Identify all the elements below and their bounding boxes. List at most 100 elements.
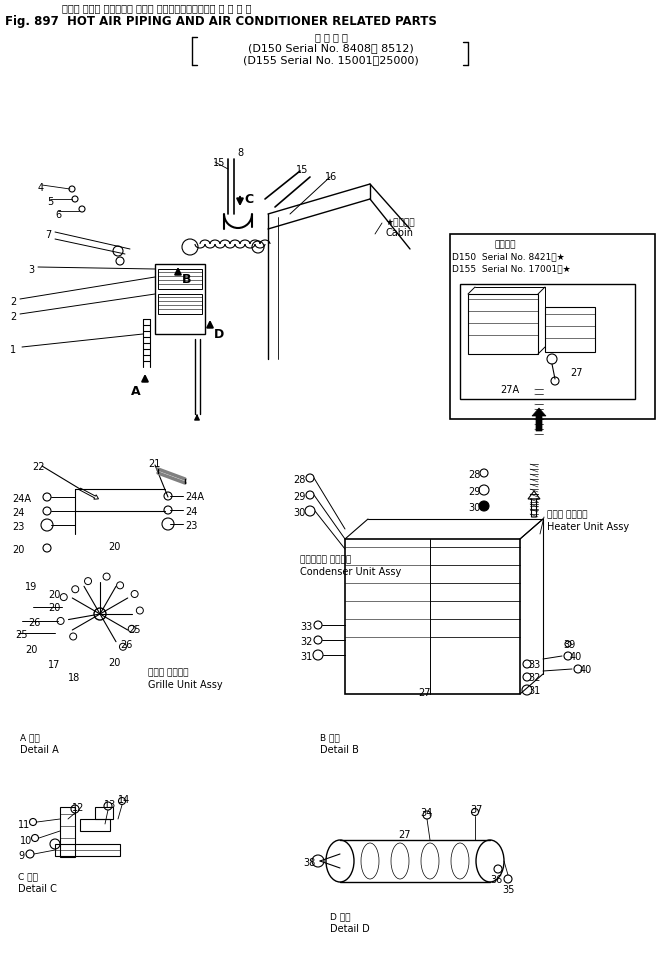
Text: 15: 15 <box>213 158 225 168</box>
Bar <box>450 234 655 420</box>
Text: 20: 20 <box>12 545 24 554</box>
Text: Detail A: Detail A <box>20 744 59 754</box>
Text: (D150 Serial No. 8408～ 8512): (D150 Serial No. 8408～ 8512) <box>248 43 414 53</box>
Bar <box>155 264 205 334</box>
Text: 9: 9 <box>18 850 24 860</box>
Text: D155  Serial No. 17001～★: D155 Serial No. 17001～★ <box>452 263 571 273</box>
Text: 27: 27 <box>570 368 583 378</box>
Text: 11: 11 <box>18 819 30 829</box>
Text: 20: 20 <box>25 644 37 654</box>
Text: (D155 Serial No. 15001～25000): (D155 Serial No. 15001～25000) <box>243 55 419 65</box>
Text: 26: 26 <box>28 617 40 628</box>
Text: 21: 21 <box>148 458 160 469</box>
Text: 36: 36 <box>490 875 502 884</box>
Bar <box>468 295 538 355</box>
Text: 26: 26 <box>120 639 132 650</box>
Text: 5: 5 <box>47 197 53 207</box>
Text: ヒータ ユニット: ヒータ ユニット <box>547 509 587 519</box>
Text: 31: 31 <box>528 685 540 695</box>
Text: 33: 33 <box>528 659 540 669</box>
Text: 34: 34 <box>420 807 432 817</box>
Text: 28: 28 <box>293 475 305 484</box>
Bar <box>55 844 120 856</box>
Bar <box>460 284 635 400</box>
Text: 17: 17 <box>48 659 60 669</box>
Text: 27: 27 <box>398 829 410 839</box>
Text: 29: 29 <box>293 491 305 502</box>
Text: 8: 8 <box>237 148 243 158</box>
Text: 20: 20 <box>48 589 60 600</box>
Text: B 詳細: B 詳細 <box>320 732 340 741</box>
Text: 7: 7 <box>45 230 51 239</box>
Text: Fig. 897  HOT AIR PIPING AND AIR CONDITIONER RELATED PARTS: Fig. 897 HOT AIR PIPING AND AIR CONDITIO… <box>5 15 437 28</box>
Text: 33: 33 <box>300 622 312 631</box>
Text: 40: 40 <box>580 664 592 675</box>
Text: 38: 38 <box>303 857 315 867</box>
Text: Detail C: Detail C <box>18 883 57 893</box>
Text: 2: 2 <box>10 297 17 307</box>
Text: コンデンサ ユニット: コンデンサ ユニット <box>300 554 352 563</box>
Bar <box>80 819 110 831</box>
Text: 30: 30 <box>293 507 305 517</box>
Text: D: D <box>214 328 224 340</box>
Text: Heater Unit Assy: Heater Unit Assy <box>547 522 629 531</box>
Text: 適 用 号 機: 適 用 号 機 <box>314 32 348 42</box>
Text: 24A: 24A <box>185 491 204 502</box>
Text: 24: 24 <box>185 506 197 516</box>
Bar <box>95 807 113 819</box>
Text: Detail D: Detail D <box>330 923 370 933</box>
Text: 12: 12 <box>72 802 84 812</box>
Text: 15: 15 <box>296 165 308 175</box>
Bar <box>60 807 75 857</box>
Text: 20: 20 <box>108 541 120 552</box>
Text: 25: 25 <box>128 625 140 634</box>
Text: D150  Serial No. 8421～★: D150 Serial No. 8421～★ <box>452 252 565 260</box>
Text: Condenser Unit Assy: Condenser Unit Assy <box>300 566 401 577</box>
Text: 40: 40 <box>570 652 583 661</box>
Text: 23: 23 <box>12 522 24 531</box>
Text: Grille Unit Assy: Grille Unit Assy <box>148 679 222 689</box>
Text: Detail B: Detail B <box>320 744 359 754</box>
Bar <box>158 295 202 314</box>
Text: 32: 32 <box>300 636 312 647</box>
Text: 39: 39 <box>563 639 575 650</box>
Bar <box>345 539 520 694</box>
Text: 29: 29 <box>468 486 481 497</box>
Text: 31: 31 <box>300 652 312 661</box>
Text: 6: 6 <box>55 209 61 220</box>
Text: 24A: 24A <box>12 494 31 504</box>
Text: Cabin: Cabin <box>385 228 413 237</box>
FancyArrow shape <box>532 408 546 431</box>
Text: 16: 16 <box>325 172 337 182</box>
Text: C 詳細: C 詳細 <box>18 871 38 880</box>
Text: 37: 37 <box>470 804 483 814</box>
Text: 25: 25 <box>15 629 28 639</box>
Text: A: A <box>131 384 140 398</box>
Text: 13: 13 <box>104 800 117 809</box>
Text: 14: 14 <box>118 794 130 804</box>
Text: 4: 4 <box>38 183 44 193</box>
Text: B: B <box>182 273 191 285</box>
Text: C: C <box>244 193 253 206</box>
Bar <box>545 308 595 353</box>
Text: 23: 23 <box>185 521 197 530</box>
Circle shape <box>479 502 489 511</box>
Text: 27A: 27A <box>500 384 519 395</box>
Text: 27: 27 <box>418 687 430 698</box>
Text: 24: 24 <box>12 507 24 517</box>
Text: ホット エアー パイピング および エアーコンディショナ 間 連 部 品: ホット エアー パイピング および エアーコンディショナ 間 連 部 品 <box>62 3 252 13</box>
Text: 18: 18 <box>68 673 80 682</box>
Text: 1: 1 <box>10 345 16 355</box>
Text: 30: 30 <box>468 503 480 512</box>
Text: 3: 3 <box>28 264 34 275</box>
Text: グリル ユニット: グリル ユニット <box>148 667 189 677</box>
Bar <box>158 270 202 289</box>
Text: 2: 2 <box>10 311 17 322</box>
Text: 19: 19 <box>25 581 37 591</box>
Text: 20: 20 <box>48 603 60 612</box>
Text: 22: 22 <box>32 461 44 472</box>
Text: D 詳細: D 詳細 <box>330 911 350 920</box>
Text: 28: 28 <box>468 470 481 480</box>
Text: 適用号機: 適用号機 <box>495 239 516 249</box>
Text: ★キャビン: ★キャビン <box>385 218 414 227</box>
